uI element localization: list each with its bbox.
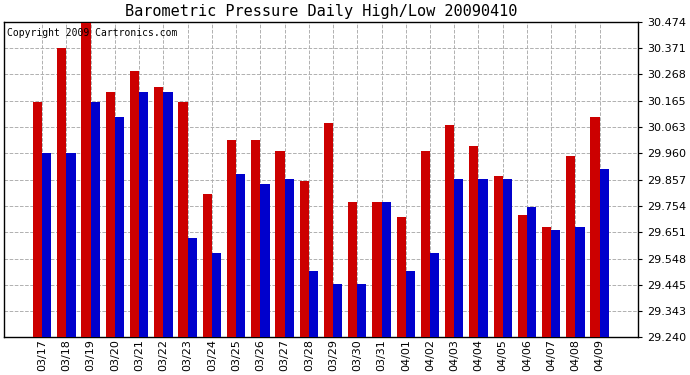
Bar — [227, 141, 236, 338]
Bar — [90, 102, 100, 338]
Bar — [551, 230, 560, 338]
Bar — [81, 23, 90, 338]
Bar — [284, 179, 294, 338]
Bar — [57, 48, 66, 338]
Bar — [179, 102, 188, 338]
Bar — [575, 227, 584, 338]
Bar — [106, 92, 115, 338]
Bar — [469, 146, 478, 338]
Bar — [130, 71, 139, 338]
Bar — [454, 179, 464, 338]
Bar — [42, 153, 51, 338]
Bar — [397, 217, 406, 338]
Bar — [66, 153, 76, 338]
Bar — [503, 179, 512, 338]
Text: Copyright 2009 Cartronics.com: Copyright 2009 Cartronics.com — [8, 28, 178, 38]
Bar — [251, 141, 260, 338]
Bar — [445, 125, 454, 338]
Bar — [324, 123, 333, 338]
Bar — [406, 271, 415, 338]
Bar — [357, 284, 366, 338]
Bar — [382, 202, 391, 338]
Bar — [348, 202, 357, 338]
Bar — [212, 253, 221, 338]
Bar — [518, 214, 527, 338]
Bar — [164, 92, 172, 338]
Bar — [203, 194, 212, 338]
Bar — [33, 102, 42, 338]
Bar — [493, 176, 503, 338]
Bar — [275, 151, 284, 338]
Bar — [430, 253, 440, 338]
Bar — [591, 117, 600, 338]
Bar — [309, 271, 318, 338]
Bar — [478, 179, 488, 338]
Bar — [527, 207, 536, 338]
Bar — [236, 174, 246, 338]
Bar — [139, 92, 148, 338]
Bar — [373, 202, 382, 338]
Bar — [566, 156, 575, 338]
Bar — [115, 117, 124, 338]
Bar — [421, 151, 430, 338]
Title: Barometric Pressure Daily High/Low 20090410: Barometric Pressure Daily High/Low 20090… — [125, 4, 517, 19]
Bar — [154, 87, 164, 338]
Bar — [188, 238, 197, 338]
Bar — [333, 284, 342, 338]
Bar — [299, 182, 309, 338]
Bar — [600, 169, 609, 338]
Bar — [260, 184, 270, 338]
Bar — [542, 227, 551, 338]
